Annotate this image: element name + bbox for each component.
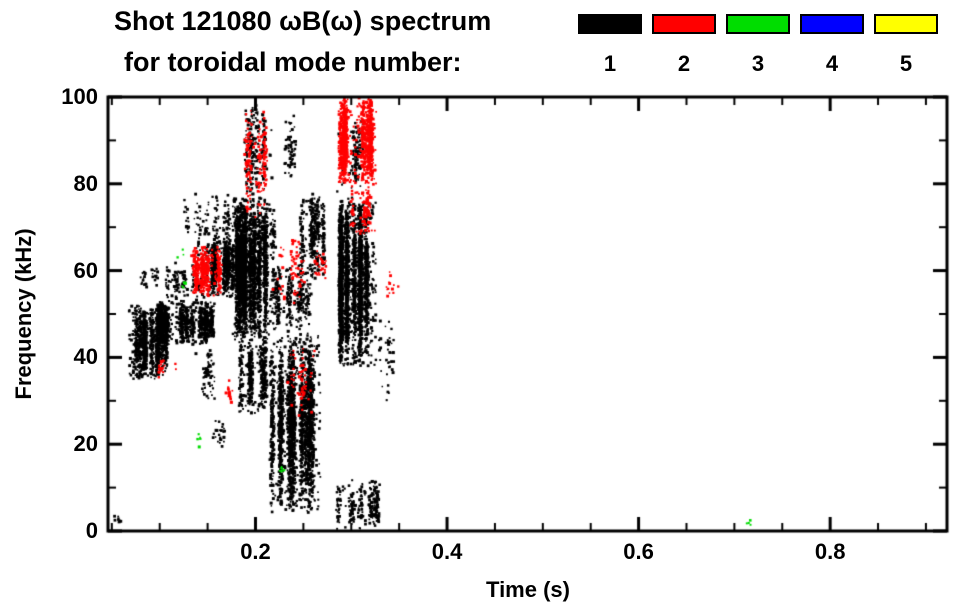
x-axis-title: Time (s) (486, 577, 570, 602)
y-axis-title: Frequency (kHz) (11, 228, 36, 400)
